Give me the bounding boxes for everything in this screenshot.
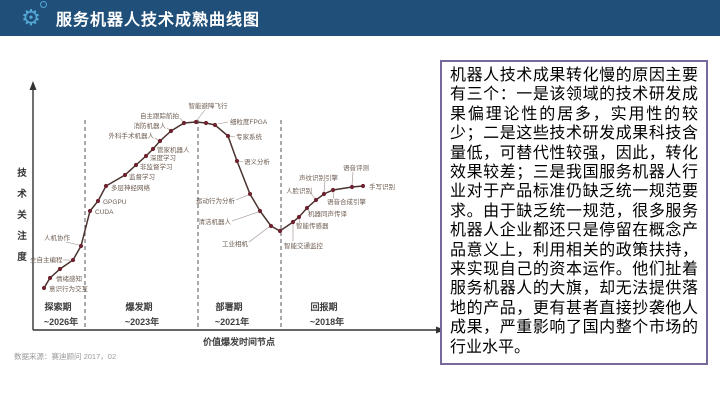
- label-leader: [351, 171, 354, 186]
- phase-name: 探索期: [44, 301, 71, 312]
- milestone-label: 非监督学习: [140, 162, 173, 171]
- milestone-label: 运动行为分析: [196, 196, 236, 205]
- label-leader: [238, 160, 244, 163]
- data-point: [321, 191, 327, 197]
- y-axis-label: 技术关注度: [16, 167, 27, 263]
- data-point: [234, 158, 240, 164]
- hype-curve: [43, 121, 364, 289]
- data-point: [70, 257, 76, 263]
- data-point: [268, 223, 274, 229]
- data-point: [203, 120, 209, 126]
- milestone-label: 监督学习: [129, 172, 155, 181]
- milestone-label: 自主跟踪航拍: [140, 111, 179, 120]
- label-leader: [231, 211, 259, 222]
- label-leader: [229, 135, 236, 138]
- milestone-label: 声纹识别引擎: [299, 173, 339, 182]
- milestone-label: 智能交通监控: [284, 241, 324, 250]
- milestone-label: 多层神经网络: [111, 183, 151, 192]
- phase-time: ~2021年: [215, 316, 249, 327]
- page-title: 服务机器人技术成熟曲线图: [56, 12, 261, 29]
- milestone-label: GPGPU: [103, 199, 127, 206]
- phase-time: ~2023年: [125, 316, 159, 327]
- label-leader: [323, 180, 326, 193]
- label-leader: [309, 191, 316, 200]
- label-leader: [332, 191, 335, 200]
- milestone-label: 人机协作: [44, 233, 71, 242]
- label-leader: [298, 218, 301, 224]
- data-point: [277, 228, 283, 234]
- phase-time: ~2026年: [44, 316, 78, 327]
- data-point: [150, 146, 156, 152]
- milestone-label: 情绪感知: [56, 274, 82, 283]
- data-point: [212, 122, 218, 128]
- milestone-label: 深度学习: [150, 153, 176, 162]
- milestone-label: 工业相机: [222, 239, 249, 248]
- data-point: [78, 243, 84, 249]
- data-point: [47, 275, 53, 281]
- milestone-label: 外科手术机器人: [109, 131, 155, 140]
- data-point: [349, 184, 355, 190]
- label-leader: [196, 109, 206, 121]
- data-point: [87, 208, 93, 214]
- milestone-label: 消防机器人: [134, 121, 167, 130]
- milestone-label: 语音评测: [343, 163, 370, 172]
- data-point: [313, 197, 319, 203]
- hype-cycle-chart: 技术关注度意识行为交互 情绪感知 全自主编程 人机协作 CUDA GPGPU 多层神经网络 监…: [8, 58, 445, 373]
- milestone-label: 细粒度FPGA: [230, 117, 268, 126]
- data-point: [143, 153, 149, 159]
- milestone-label: 全自主编程: [30, 255, 63, 264]
- milestone-label: 机器同声传译: [308, 209, 348, 218]
- phase-time: ~2018年: [310, 316, 344, 327]
- milestone-label: 智能传感器: [296, 221, 329, 230]
- milestone-label: 意识行为交互: [49, 284, 89, 293]
- milestone-label: 手写识别: [369, 182, 395, 191]
- robot-gear-icon: ⚙: [16, 1, 47, 33]
- data-point: [290, 219, 296, 225]
- x-axis-label: 价值爆发时间节点: [203, 336, 275, 347]
- data-point: [296, 214, 302, 220]
- data-point: [360, 183, 366, 189]
- label-leader: [248, 226, 270, 243]
- milestone-label: 语音合成引擎: [327, 197, 367, 206]
- phase-name: 爆发期: [125, 301, 152, 312]
- analysis-text: 机器人技术成果转化慢的原因主要有三个：一是该领域的技术研发成果偏理论性的居多，实…: [450, 67, 698, 356]
- label-leader: [235, 194, 249, 201]
- milestone-label: CUDA: [95, 209, 114, 216]
- source-note: 数据来源：赛迪顾问 2017，02: [14, 351, 116, 361]
- data-point: [157, 138, 163, 144]
- label-leader: [217, 121, 229, 125]
- label-leader: [65, 241, 80, 246]
- data-point: [225, 133, 231, 139]
- data-point: [103, 183, 109, 189]
- data-point: [330, 187, 336, 193]
- data-point: [133, 162, 139, 168]
- phase-name: 回报期: [310, 301, 337, 312]
- milestone-label: 专家系统: [236, 132, 263, 141]
- data-point: [122, 172, 128, 178]
- y-axis-arrow: [29, 81, 37, 90]
- milestone-label: 管家机器人: [157, 145, 190, 154]
- data-point: [168, 128, 174, 134]
- data-point: [247, 191, 253, 197]
- data-point: [193, 119, 199, 125]
- slide-header: ⚙ 服务机器人技术成熟曲线图: [0, 0, 720, 36]
- milestone-label: 人脸识别: [286, 186, 312, 195]
- data-point: [95, 198, 101, 204]
- milestone-label: 语义分析: [244, 157, 271, 166]
- phase-name: 部署期: [215, 301, 242, 312]
- data-point: [304, 205, 310, 211]
- data-point: [41, 285, 47, 291]
- data-point: [57, 266, 63, 272]
- label-leader: [179, 117, 184, 123]
- analysis-text-panel: 机器人技术成果转化慢的原因主要有三个：一是该领域的技术研发成果偏理论性的居多，实…: [440, 60, 708, 366]
- milestone-label: 智能避障飞行: [189, 101, 229, 110]
- data-point: [181, 120, 187, 126]
- milestone-label: 清洁机器人: [199, 217, 232, 226]
- data-point: [257, 208, 263, 214]
